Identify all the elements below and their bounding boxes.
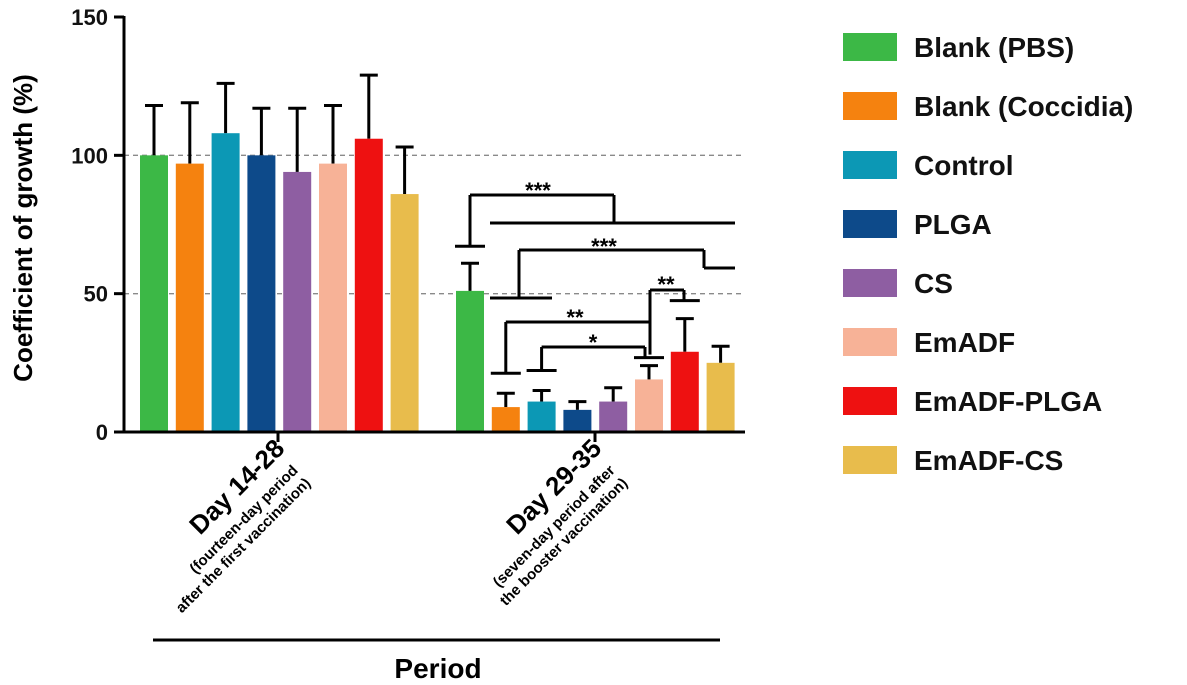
legend-label-emadf-cs: EmADF-CS	[914, 445, 1063, 476]
bars	[140, 73, 735, 433]
sig-label-2: ***	[591, 234, 617, 259]
bar-blank-coccidia-g1	[175, 163, 204, 432]
legend-label-blank-pbs: Blank (PBS)	[914, 32, 1074, 63]
y-tick-label-50: 50	[84, 282, 108, 307]
legend-swatch-blank-pbs	[843, 33, 897, 61]
legend-swatch-emadf-plga	[843, 387, 897, 415]
bar-emadf-cs-g1	[390, 194, 419, 432]
legend-label-emadf: EmADF	[914, 327, 1015, 358]
sig-label-5: **	[657, 272, 675, 297]
bar-emadf-cs-g2	[706, 362, 735, 432]
y-tick-label-100: 100	[71, 143, 108, 168]
legend: Blank (PBS) Blank (Coccidia) Control PLGA CS…	[843, 32, 1133, 476]
bar-cs-g1	[283, 171, 312, 432]
sig-label-4: *	[589, 330, 598, 355]
legend-label-emadf-plga: EmADF-PLGA	[914, 386, 1102, 417]
legend-swatch-cs	[843, 269, 897, 297]
x-axis-label: Period	[394, 653, 481, 684]
legend-swatch-emadf-cs	[843, 446, 897, 474]
y-tick-label-0: 0	[96, 420, 108, 445]
sig-label-1: ***	[525, 178, 551, 203]
legend-label-cs: CS	[914, 268, 953, 299]
bar-blank-pbs-g2	[456, 290, 484, 432]
bar-cs-g2	[599, 401, 628, 432]
legend-swatch-emadf	[843, 328, 897, 356]
bar-control-g2	[527, 401, 556, 432]
bar-blank-coccidia-g2	[491, 407, 520, 432]
legend-label-blank-coccidia: Blank (Coccidia)	[914, 91, 1133, 122]
legend-swatch-control	[843, 151, 897, 179]
legend-swatch-plga	[843, 210, 897, 238]
bar-blank-pbs-g1	[140, 155, 168, 433]
legend-label-control: Control	[914, 150, 1014, 181]
bar-emadf-plga-g2	[670, 351, 699, 432]
significance-brackets: ***********	[455, 178, 735, 375]
legend-swatch-blank-coccidia	[843, 92, 897, 120]
y-axis-label: Coefficient of growth (%)	[8, 74, 38, 382]
bar-plga-g1	[247, 155, 276, 433]
bar-emadf-plga-g1	[354, 138, 383, 432]
y-tick-label-150: 150	[71, 5, 108, 30]
bar-control-g1	[211, 133, 240, 432]
bar-emadf-g1	[319, 163, 347, 432]
sig-label-3: **	[566, 305, 584, 330]
bar-emadf-g2	[635, 379, 663, 432]
bar-plga-g2	[563, 409, 592, 432]
legend-label-plga: PLGA	[914, 209, 992, 240]
axis-labels: Coefficient of growth (%) Period	[8, 74, 482, 684]
